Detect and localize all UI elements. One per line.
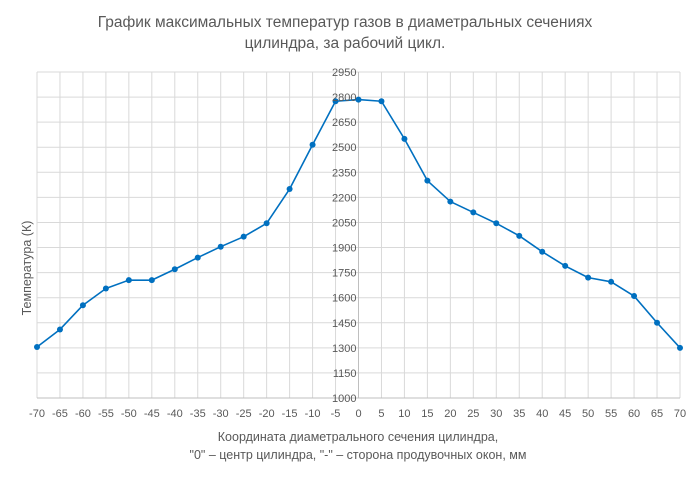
y-tick-label: 2050 (332, 217, 356, 229)
x-tick-label: -30 (213, 408, 229, 420)
data-point (677, 344, 683, 351)
data-point (378, 98, 385, 105)
x-tick-label: 50 (582, 408, 594, 420)
data-point (332, 98, 339, 105)
x-tick-label: 45 (559, 408, 571, 420)
x-tick-label: 5 (378, 408, 384, 420)
data-point (631, 293, 638, 300)
x-tick-label: 30 (490, 408, 502, 420)
data-point (516, 232, 523, 239)
chart-title-line-2: цилиндра, за рабочий цикл. (245, 35, 446, 52)
data-point (148, 277, 155, 284)
y-tick-label: 1900 (332, 243, 356, 255)
data-point (401, 135, 408, 142)
y-tick-label: 1750 (332, 268, 356, 280)
x-tick-label: -5 (331, 408, 341, 420)
data-point (56, 326, 63, 333)
x-axis-title-line-1: Координата диаметрального сечения цилинд… (218, 430, 498, 444)
x-tick-label: -50 (121, 408, 137, 420)
y-tick-label: 2800 (332, 92, 356, 104)
x-tick-label: -15 (282, 408, 298, 420)
data-point (171, 266, 178, 273)
x-tick-label: 0 (355, 408, 361, 420)
data-point (217, 243, 224, 250)
x-tick-label: -10 (305, 408, 321, 420)
x-tick-label: -55 (98, 408, 114, 420)
data-point (102, 285, 109, 292)
y-tick-label: 2650 (332, 117, 356, 129)
x-axis-title-line-2: "0" – центр цилиндра, "-" – сторона прод… (190, 448, 527, 462)
y-tick-label: 2500 (332, 142, 356, 154)
x-tick-label: 70 (674, 408, 686, 420)
x-tick-label: 15 (421, 408, 433, 420)
x-tick-label: -40 (167, 408, 183, 420)
data-point (79, 302, 86, 309)
data-point (355, 96, 362, 103)
y-tick-label: 1300 (332, 343, 356, 355)
x-tick-label: 25 (467, 408, 479, 420)
data-point (585, 274, 592, 281)
data-point (470, 209, 477, 216)
x-tick-label: 60 (628, 408, 640, 420)
x-tick-label: -60 (75, 408, 91, 420)
x-tick-label: -45 (144, 408, 160, 420)
data-point (240, 233, 247, 240)
y-axis-title: Температура (К) (20, 221, 34, 316)
y-tick-label: 2200 (332, 192, 356, 204)
tick-labels: 1000115013001450160017501900205022002350… (29, 67, 686, 420)
data-point (194, 254, 201, 261)
x-tick-label: 35 (513, 408, 525, 420)
x-tick-label: -35 (190, 408, 206, 420)
x-tick-label: 65 (651, 408, 663, 420)
data-point (263, 220, 270, 227)
data-point (608, 278, 615, 285)
y-tick-label: 2950 (332, 67, 356, 79)
data-point (447, 198, 454, 205)
x-tick-label: 40 (536, 408, 548, 420)
axes (37, 72, 680, 399)
data-point (493, 220, 500, 227)
data-point (562, 262, 569, 269)
data-point (286, 186, 293, 193)
data-point (34, 344, 40, 351)
data-point (125, 277, 132, 284)
data-point (654, 319, 661, 326)
y-tick-label: 1000 (332, 393, 356, 405)
x-tick-label: -70 (29, 408, 45, 420)
chart-title-line-1: График максимальных температур газов в д… (98, 14, 593, 31)
x-tick-label: 20 (444, 408, 456, 420)
data-point (424, 177, 431, 184)
y-tick-label: 2350 (332, 167, 356, 179)
y-tick-label: 1150 (333, 368, 357, 380)
x-tick-label: 10 (398, 408, 410, 420)
plot-area (34, 96, 683, 351)
x-tick-label: 55 (605, 408, 617, 420)
data-point (309, 141, 316, 148)
x-tick-label: -65 (52, 408, 68, 420)
data-point (539, 248, 546, 255)
x-tick-label: -25 (236, 408, 252, 420)
y-tick-label: 1600 (332, 293, 356, 305)
y-tick-label: 1450 (332, 318, 356, 330)
x-tick-label: -20 (259, 408, 275, 420)
